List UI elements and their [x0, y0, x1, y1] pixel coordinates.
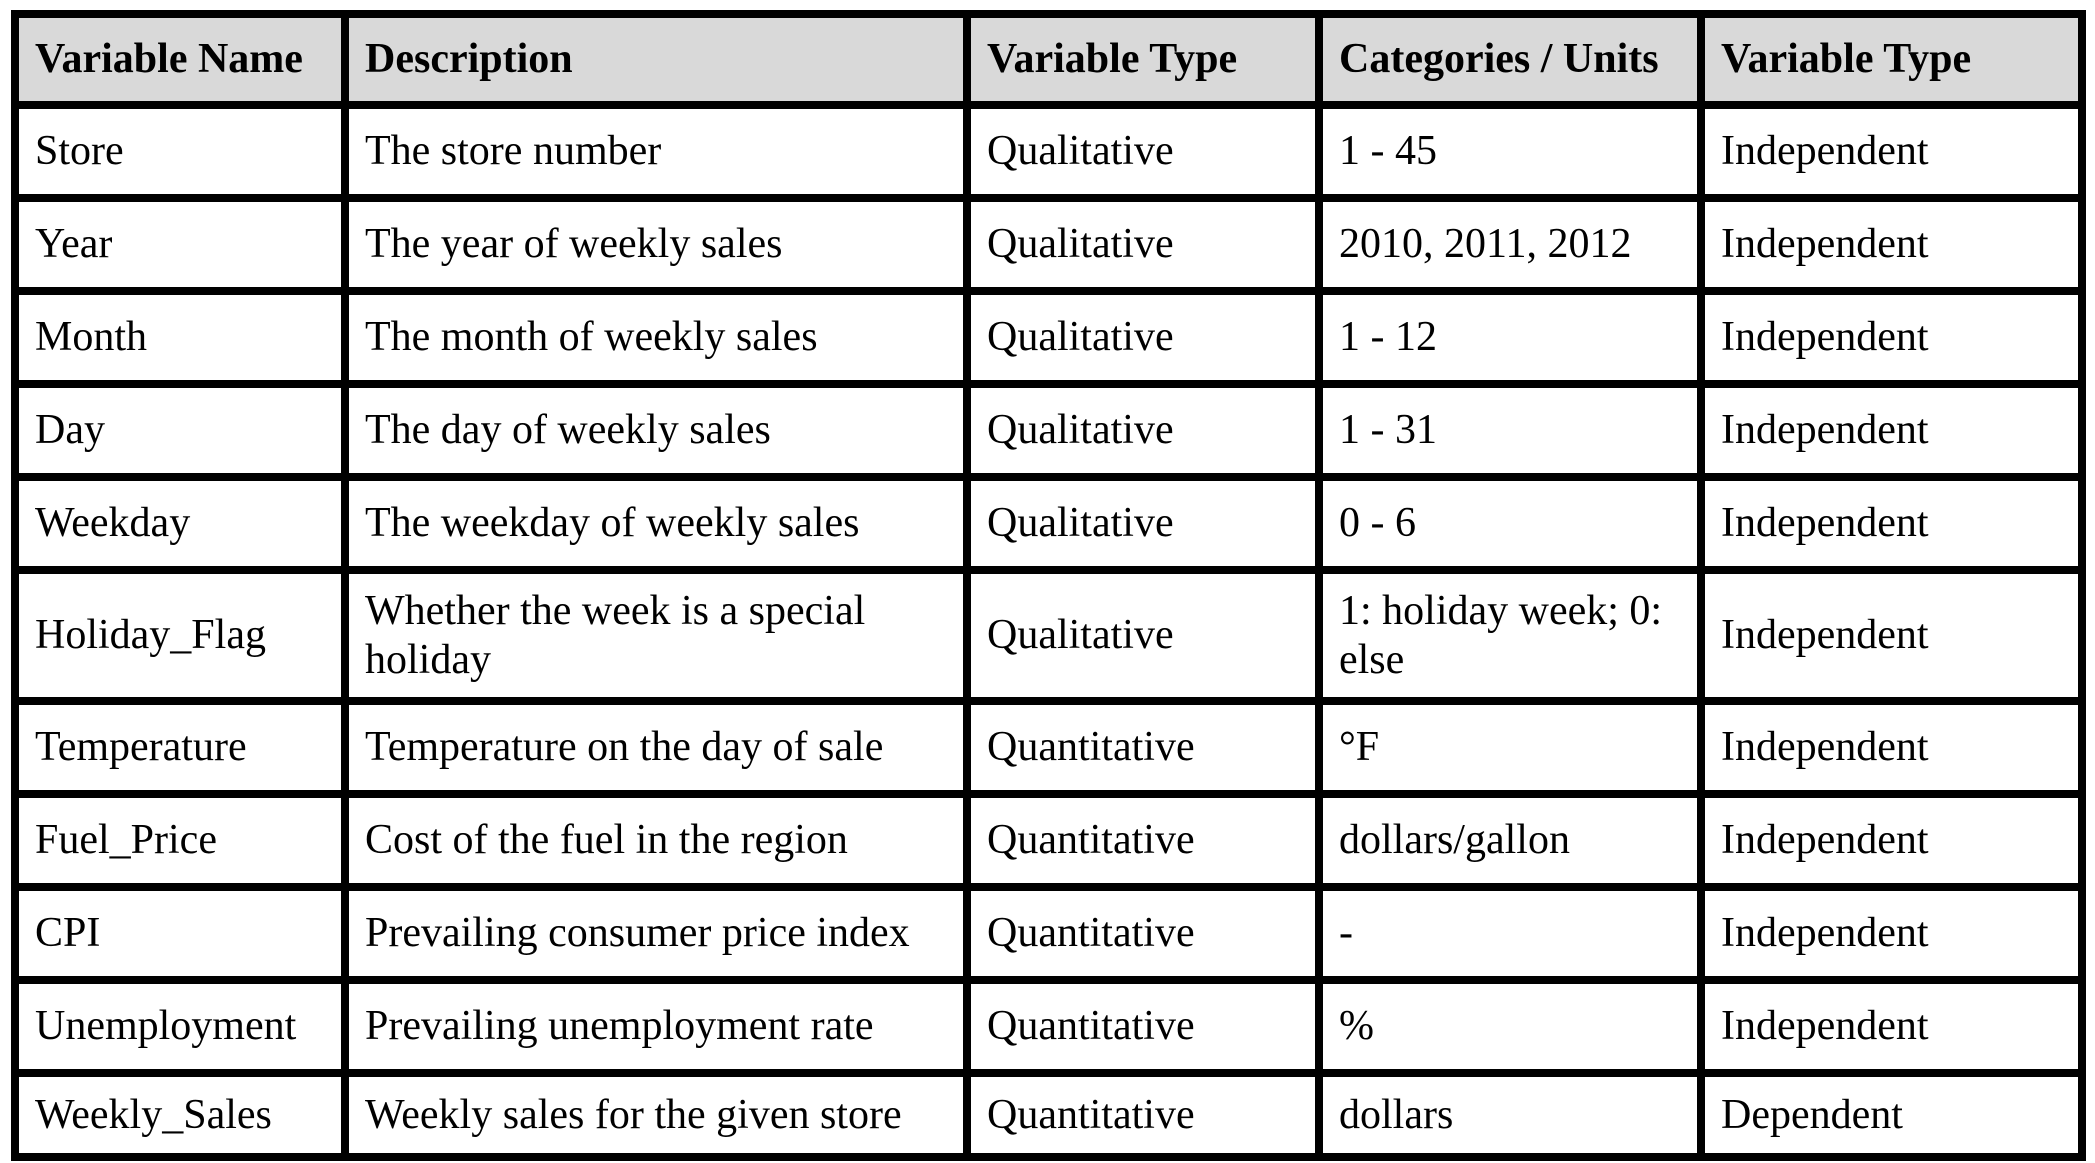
table-row: Year The year of weekly sales Qualitativ… [11, 194, 2086, 295]
cell-variable-type: Qualitative [963, 287, 1323, 388]
table-row: Weekday The weekday of weekly sales Qual… [11, 473, 2086, 574]
cell-variable-type: Quantitative [963, 697, 1323, 798]
table-row: Temperature Temperature on the day of sa… [11, 697, 2086, 798]
cell-variable-name: Temperature [11, 697, 349, 798]
cell-description: The day of weekly sales [341, 380, 971, 481]
cell-variable-name: Weekday [11, 473, 349, 574]
table-row: Fuel_Price Cost of the fuel in the regio… [11, 790, 2086, 891]
cell-role: Independent [1697, 287, 2086, 388]
cell-role: Dependent [1697, 1069, 2086, 1161]
cell-role: Independent [1697, 790, 2086, 891]
table-row: Day The day of weekly sales Qualitative … [11, 380, 2086, 481]
cell-variable-name: Unemployment [11, 976, 349, 1077]
header-categories-units: Categories / Units [1315, 10, 1705, 109]
table-row: Store The store number Qualitative 1 - 4… [11, 101, 2086, 202]
cell-categories-units: 1 - 31 [1315, 380, 1705, 481]
cell-description: The month of weekly sales [341, 287, 971, 388]
table-row: Unemployment Prevailing unemployment rat… [11, 976, 2086, 1077]
cell-description: The year of weekly sales [341, 194, 971, 295]
cell-description: The weekday of weekly sales [341, 473, 971, 574]
cell-variable-name: Day [11, 380, 349, 481]
cell-variable-name: CPI [11, 883, 349, 984]
cell-variable-name: Month [11, 287, 349, 388]
cell-description: Prevailing consumer price index [341, 883, 971, 984]
cell-role: Independent [1697, 473, 2086, 574]
cell-variable-type: Quantitative [963, 976, 1323, 1077]
cell-variable-name: Holiday_Flag [11, 566, 349, 705]
cell-variable-type: Qualitative [963, 473, 1323, 574]
header-variable-type: Variable Type [963, 10, 1323, 109]
header-row: Variable Name Description Variable Type … [11, 10, 2086, 109]
cell-description: Whether the week is a special holiday [341, 566, 971, 705]
cell-description: Weekly sales for the given store [341, 1069, 971, 1161]
cell-variable-type: Quantitative [963, 790, 1323, 891]
cell-categories-units: 1 - 12 [1315, 287, 1705, 388]
cell-variable-name: Fuel_Price [11, 790, 349, 891]
header-variable-type-2: Variable Type [1697, 10, 2086, 109]
cell-variable-type: Qualitative [963, 566, 1323, 705]
cell-variable-name: Year [11, 194, 349, 295]
cell-variable-type: Quantitative [963, 1069, 1323, 1161]
cell-description: The store number [341, 101, 971, 202]
cell-variable-name: Store [11, 101, 349, 202]
cell-categories-units: 1: holiday week; 0: else [1315, 566, 1705, 705]
cell-variable-name: Weekly_Sales [11, 1069, 349, 1161]
header-description: Description [341, 10, 971, 109]
variables-table-container: Variable Name Description Variable Type … [11, 10, 2086, 1161]
variables-table: Variable Name Description Variable Type … [11, 10, 2086, 1161]
cell-variable-type: Qualitative [963, 194, 1323, 295]
cell-categories-units: °F [1315, 697, 1705, 798]
cell-categories-units: % [1315, 976, 1705, 1077]
table-row: Weekly_Sales Weekly sales for the given … [11, 1069, 2086, 1161]
cell-categories-units: 2010, 2011, 2012 [1315, 194, 1705, 295]
cell-description: Prevailing unemployment rate [341, 976, 971, 1077]
cell-description: Cost of the fuel in the region [341, 790, 971, 891]
cell-variable-type: Quantitative [963, 883, 1323, 984]
cell-categories-units: 0 - 6 [1315, 473, 1705, 574]
cell-categories-units: 1 - 45 [1315, 101, 1705, 202]
cell-role: Independent [1697, 697, 2086, 798]
table-row: Holiday_Flag Whether the week is a speci… [11, 566, 2086, 705]
cell-role: Independent [1697, 883, 2086, 984]
cell-role: Independent [1697, 566, 2086, 705]
header-variable-name: Variable Name [11, 10, 349, 109]
cell-categories-units: dollars [1315, 1069, 1705, 1161]
cell-role: Independent [1697, 194, 2086, 295]
cell-description: Temperature on the day of sale [341, 697, 971, 798]
cell-role: Independent [1697, 976, 2086, 1077]
cell-variable-type: Qualitative [963, 101, 1323, 202]
cell-role: Independent [1697, 101, 2086, 202]
table-row: CPI Prevailing consumer price index Quan… [11, 883, 2086, 984]
cell-variable-type: Qualitative [963, 380, 1323, 481]
cell-categories-units: dollars/gallon [1315, 790, 1705, 891]
table-row: Month The month of weekly sales Qualitat… [11, 287, 2086, 388]
cell-categories-units: - [1315, 883, 1705, 984]
cell-role: Independent [1697, 380, 2086, 481]
